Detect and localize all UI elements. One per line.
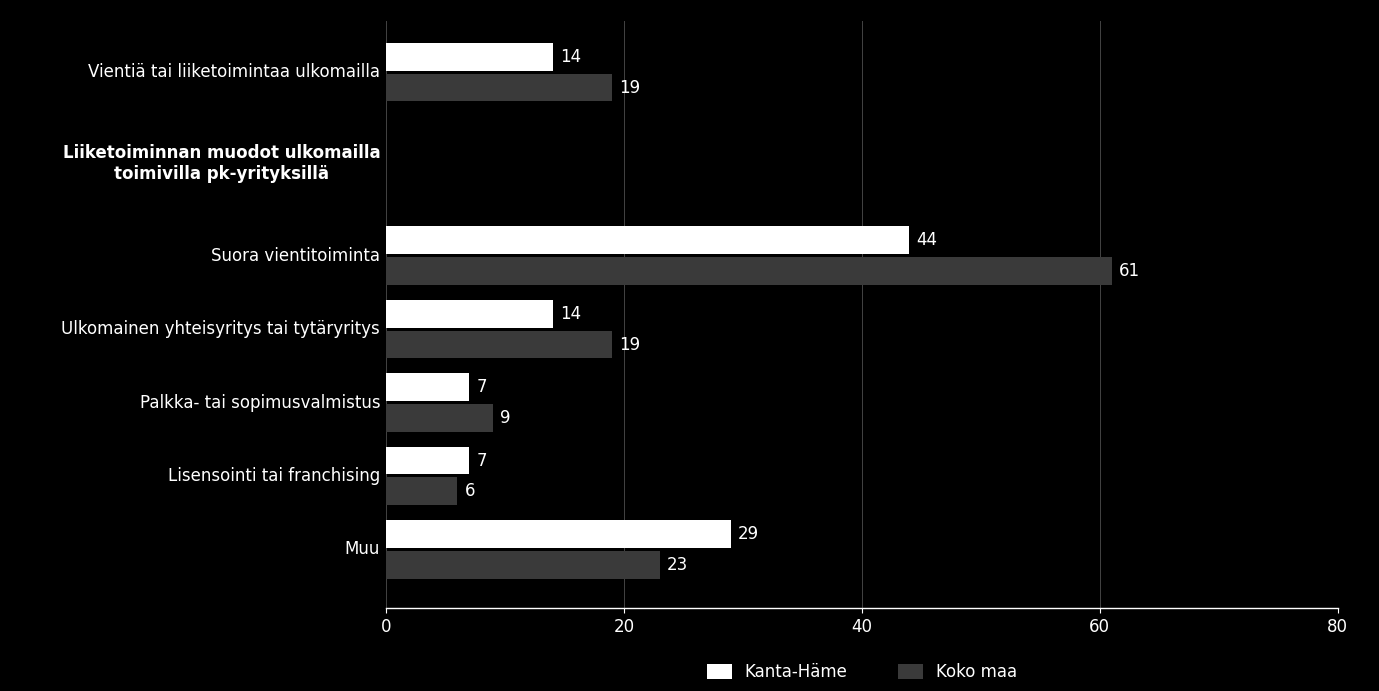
- Bar: [386, 477, 458, 505]
- Bar: [386, 373, 469, 401]
- Bar: [386, 227, 910, 254]
- Bar: [386, 330, 612, 359]
- Text: 7: 7: [477, 378, 487, 396]
- Text: Ulkomainen yhteisyritys tai tytäryritys: Ulkomainen yhteisyritys tai tytäryritys: [62, 320, 381, 338]
- Text: 14: 14: [560, 305, 581, 323]
- Text: Suora vientitoiminta: Suora vientitoiminta: [211, 247, 381, 265]
- Text: Vientiä tai liiketoimintaa ulkomailla: Vientiä tai liiketoimintaa ulkomailla: [88, 63, 381, 81]
- Text: 7: 7: [477, 451, 487, 469]
- Text: Muu: Muu: [345, 540, 381, 558]
- Bar: [386, 300, 553, 328]
- Bar: [386, 404, 494, 432]
- Text: 19: 19: [619, 336, 640, 354]
- Text: 19: 19: [619, 79, 640, 97]
- Bar: [386, 257, 1111, 285]
- Bar: [386, 446, 469, 475]
- Legend: Kanta-Häme, Koko maa: Kanta-Häme, Koko maa: [701, 656, 1023, 688]
- Bar: [386, 74, 612, 102]
- Text: Lisensointi tai franchising: Lisensointi tai franchising: [168, 467, 381, 485]
- Text: 61: 61: [1118, 262, 1140, 280]
- Text: 23: 23: [667, 556, 688, 574]
- Bar: [386, 43, 553, 70]
- Bar: [386, 551, 659, 579]
- Text: 29: 29: [738, 525, 760, 543]
- Text: Palkka- tai sopimusvalmistus: Palkka- tai sopimusvalmistus: [139, 393, 381, 412]
- Bar: [386, 520, 731, 548]
- Text: 44: 44: [917, 231, 938, 249]
- Text: 14: 14: [560, 48, 581, 66]
- Text: 6: 6: [465, 482, 476, 500]
- Text: Liiketoiminnan muodot ulkomailla
toimivilla pk-yrityksillä: Liiketoiminnan muodot ulkomailla toimivi…: [62, 144, 381, 183]
- Text: 9: 9: [501, 409, 510, 427]
